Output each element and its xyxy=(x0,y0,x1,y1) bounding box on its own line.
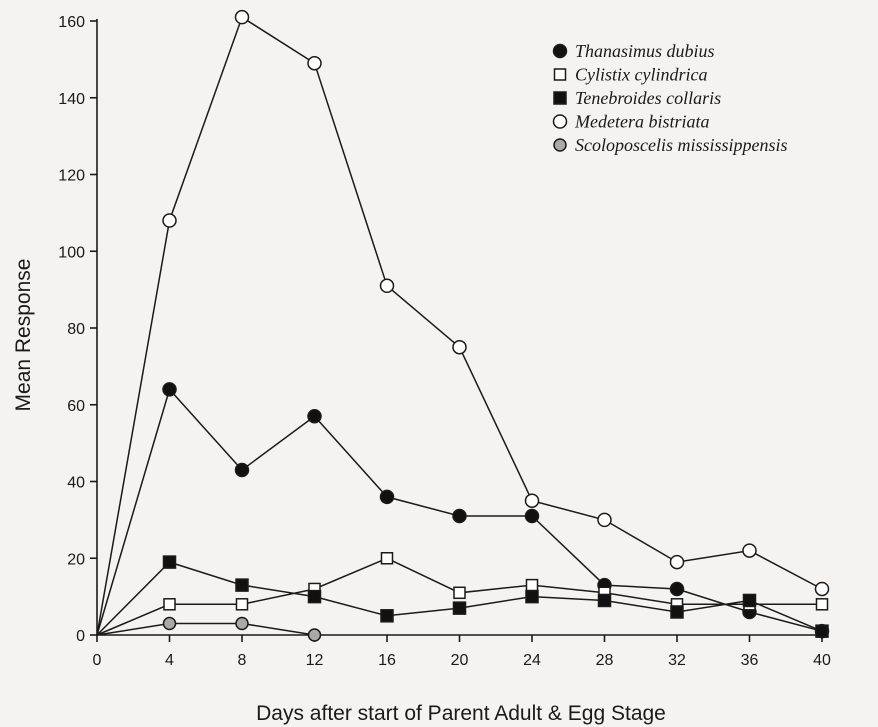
series-line-4 xyxy=(96,622,315,636)
y-tick-label: 40 xyxy=(67,475,85,492)
x-tick-label: 8 xyxy=(238,652,247,669)
legend-label: Scoloposcelis mississippensis xyxy=(575,135,788,155)
y-axis-ticks: 0 20 40 60 80 100 120 140 160 xyxy=(58,14,97,645)
data-point xyxy=(524,508,540,524)
data-point xyxy=(525,589,539,604)
legend-marker xyxy=(553,91,567,105)
data-point xyxy=(815,598,829,611)
data-point xyxy=(379,489,395,505)
x-tick-label: 4 xyxy=(165,652,174,669)
series-line-3 xyxy=(96,16,823,636)
y-tick-label: 80 xyxy=(67,321,85,338)
legend-marker xyxy=(553,68,567,81)
data-point xyxy=(815,624,829,638)
data-point xyxy=(453,586,466,600)
data-point xyxy=(235,578,249,592)
x-tick-label: 24 xyxy=(523,652,541,669)
y-tick-label: 120 xyxy=(58,168,85,185)
series-lines xyxy=(96,16,823,636)
axes xyxy=(96,19,826,636)
x-tick-label: 40 xyxy=(813,652,831,669)
data-point xyxy=(162,213,177,228)
y-axis-label: Mean Response xyxy=(12,259,35,412)
data-point xyxy=(307,589,322,604)
y-tick-label: 100 xyxy=(58,244,85,261)
y-tick-label: 140 xyxy=(58,91,85,108)
y-tick-label: 0 xyxy=(76,628,85,645)
legend-marker xyxy=(552,43,568,59)
legend-label: Tenebroides collaris xyxy=(575,88,721,108)
data-point xyxy=(669,581,685,597)
legend-label: Medetera bistriata xyxy=(574,112,709,132)
data-point xyxy=(307,409,322,424)
data-point xyxy=(235,598,249,611)
y-tick-label: 60 xyxy=(67,398,85,415)
data-point xyxy=(380,552,394,565)
data-point xyxy=(452,508,467,524)
x-tick-label: 20 xyxy=(451,652,469,669)
legend-marker xyxy=(552,114,568,129)
data-point xyxy=(814,581,830,597)
data-point xyxy=(525,578,539,592)
x-tick-label: 32 xyxy=(668,652,686,669)
data-point xyxy=(307,628,322,642)
x-axis-label: Days after start of Parent Adult & Egg S… xyxy=(256,702,666,725)
data-point xyxy=(597,593,612,608)
data-point xyxy=(307,55,322,71)
y-tick-label: 160 xyxy=(58,14,85,31)
legend-label: Cylistix cylindrica xyxy=(575,65,707,85)
legend: Thanasimus dubius Cylistix cylindrica Tene… xyxy=(552,41,788,155)
data-point xyxy=(452,601,467,615)
y-tick-label: 20 xyxy=(67,551,85,568)
data-point xyxy=(670,605,684,619)
data-point xyxy=(234,462,250,478)
legend-marker xyxy=(553,138,567,152)
data-point xyxy=(379,278,395,294)
data-point xyxy=(742,593,757,608)
data-point xyxy=(742,543,757,558)
data-point xyxy=(235,616,249,631)
data-point xyxy=(452,339,467,355)
series-markers xyxy=(162,9,830,642)
data-point xyxy=(597,512,612,528)
x-tick-label: 28 xyxy=(596,652,614,669)
x-tick-label: 16 xyxy=(378,652,396,669)
x-tick-label: 0 xyxy=(93,652,102,669)
data-point xyxy=(162,382,177,397)
data-point xyxy=(380,609,394,623)
data-point xyxy=(669,554,685,570)
x-tick-label: 36 xyxy=(741,652,759,669)
x-tick-label: 12 xyxy=(306,652,324,669)
data-point xyxy=(163,598,176,611)
data-point xyxy=(162,555,177,569)
x-axis-ticks: 0 4 8 12 16 20 24 28 32 36 40 xyxy=(93,635,831,669)
data-point xyxy=(162,616,177,631)
legend-label: Thanasimus dubius xyxy=(575,41,715,61)
data-point xyxy=(524,493,540,508)
data-point xyxy=(234,9,250,25)
